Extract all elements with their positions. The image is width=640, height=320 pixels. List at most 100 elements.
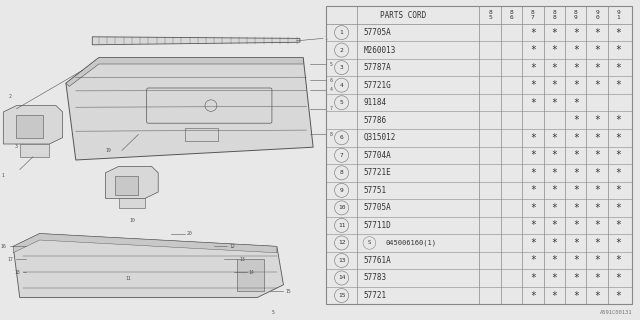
Text: *: * bbox=[616, 133, 621, 143]
Text: 15: 15 bbox=[285, 289, 291, 294]
Text: *: * bbox=[573, 133, 579, 143]
Text: 57786: 57786 bbox=[363, 116, 387, 125]
Text: 8
5: 8 5 bbox=[488, 10, 492, 20]
Text: 57783: 57783 bbox=[363, 274, 387, 283]
Text: 14: 14 bbox=[338, 276, 346, 281]
Text: *: * bbox=[573, 80, 579, 90]
Text: 10: 10 bbox=[338, 205, 346, 210]
Text: *: * bbox=[616, 115, 621, 125]
Bar bbox=[184, 128, 218, 141]
Text: *: * bbox=[530, 28, 536, 37]
Text: *: * bbox=[530, 203, 536, 213]
Text: *: * bbox=[530, 150, 536, 160]
Text: *: * bbox=[573, 185, 579, 195]
Text: *: * bbox=[595, 255, 600, 266]
Bar bbox=[115, 176, 138, 195]
Polygon shape bbox=[106, 166, 158, 198]
Text: *: * bbox=[595, 185, 600, 195]
Text: *: * bbox=[595, 28, 600, 37]
Text: *: * bbox=[552, 168, 557, 178]
Text: *: * bbox=[616, 203, 621, 213]
Text: *: * bbox=[595, 150, 600, 160]
Text: 16: 16 bbox=[1, 244, 6, 249]
Text: 2: 2 bbox=[340, 48, 344, 52]
Text: *: * bbox=[616, 291, 621, 300]
Text: *: * bbox=[530, 168, 536, 178]
Text: *: * bbox=[573, 63, 579, 73]
Text: 57761A: 57761A bbox=[363, 256, 391, 265]
Bar bbox=[118, 198, 145, 208]
Text: *: * bbox=[595, 203, 600, 213]
Text: *: * bbox=[530, 238, 536, 248]
Text: 57751: 57751 bbox=[363, 186, 387, 195]
Text: 57721G: 57721G bbox=[363, 81, 391, 90]
Bar bbox=[20, 144, 49, 157]
Text: 57711D: 57711D bbox=[363, 221, 391, 230]
Text: S: S bbox=[368, 240, 371, 245]
Polygon shape bbox=[66, 58, 313, 160]
Text: *: * bbox=[595, 63, 600, 73]
Text: 15: 15 bbox=[338, 293, 346, 298]
Text: 13: 13 bbox=[239, 257, 244, 262]
Text: 9
1: 9 1 bbox=[617, 10, 621, 20]
Text: *: * bbox=[595, 45, 600, 55]
Text: *: * bbox=[573, 273, 579, 283]
Polygon shape bbox=[3, 106, 63, 144]
Text: *: * bbox=[616, 238, 621, 248]
Text: *: * bbox=[573, 115, 579, 125]
Text: *: * bbox=[530, 63, 536, 73]
Text: *: * bbox=[552, 255, 557, 266]
Text: *: * bbox=[616, 185, 621, 195]
Text: *: * bbox=[616, 80, 621, 90]
Text: 9: 9 bbox=[340, 188, 344, 193]
Text: 7: 7 bbox=[340, 153, 344, 158]
Text: *: * bbox=[552, 273, 557, 283]
Text: *: * bbox=[530, 133, 536, 143]
Text: 8
6: 8 6 bbox=[509, 10, 513, 20]
Text: *: * bbox=[552, 185, 557, 195]
Text: 3: 3 bbox=[340, 65, 344, 70]
Text: 8
7: 8 7 bbox=[531, 10, 535, 20]
Text: 12: 12 bbox=[229, 244, 235, 249]
Bar bbox=[17, 115, 43, 138]
Text: 2: 2 bbox=[8, 94, 12, 99]
Text: *: * bbox=[573, 98, 579, 108]
Text: *: * bbox=[616, 28, 621, 37]
Text: 12: 12 bbox=[338, 240, 346, 245]
Text: *: * bbox=[616, 168, 621, 178]
Text: 5: 5 bbox=[340, 100, 344, 105]
Text: 3: 3 bbox=[15, 144, 18, 149]
Text: *: * bbox=[552, 45, 557, 55]
Text: *: * bbox=[595, 168, 600, 178]
Text: *: * bbox=[616, 273, 621, 283]
Text: *: * bbox=[595, 80, 600, 90]
Text: 4: 4 bbox=[330, 87, 332, 92]
Text: *: * bbox=[552, 238, 557, 248]
Text: *: * bbox=[552, 28, 557, 37]
Text: *: * bbox=[595, 238, 600, 248]
Text: 1: 1 bbox=[340, 30, 344, 35]
Text: *: * bbox=[616, 220, 621, 230]
Text: 57705A: 57705A bbox=[363, 28, 391, 37]
Text: 14: 14 bbox=[249, 269, 255, 275]
Text: 20: 20 bbox=[186, 231, 192, 236]
Text: M260013: M260013 bbox=[363, 46, 396, 55]
Text: 1: 1 bbox=[324, 36, 328, 41]
Text: *: * bbox=[530, 273, 536, 283]
Text: 57704A: 57704A bbox=[363, 151, 391, 160]
Text: 19: 19 bbox=[106, 148, 111, 153]
Text: 8: 8 bbox=[330, 132, 332, 137]
Text: *: * bbox=[573, 220, 579, 230]
Text: 5: 5 bbox=[272, 310, 275, 316]
Text: *: * bbox=[616, 255, 621, 266]
Polygon shape bbox=[13, 234, 284, 298]
Text: 11: 11 bbox=[125, 276, 131, 281]
Text: 7: 7 bbox=[330, 106, 332, 111]
Text: *: * bbox=[530, 255, 536, 266]
Polygon shape bbox=[13, 234, 277, 253]
Text: 8
9: 8 9 bbox=[574, 10, 578, 20]
Text: 17: 17 bbox=[8, 257, 13, 262]
Text: *: * bbox=[552, 203, 557, 213]
Text: *: * bbox=[552, 98, 557, 108]
Text: 57705A: 57705A bbox=[363, 204, 391, 212]
